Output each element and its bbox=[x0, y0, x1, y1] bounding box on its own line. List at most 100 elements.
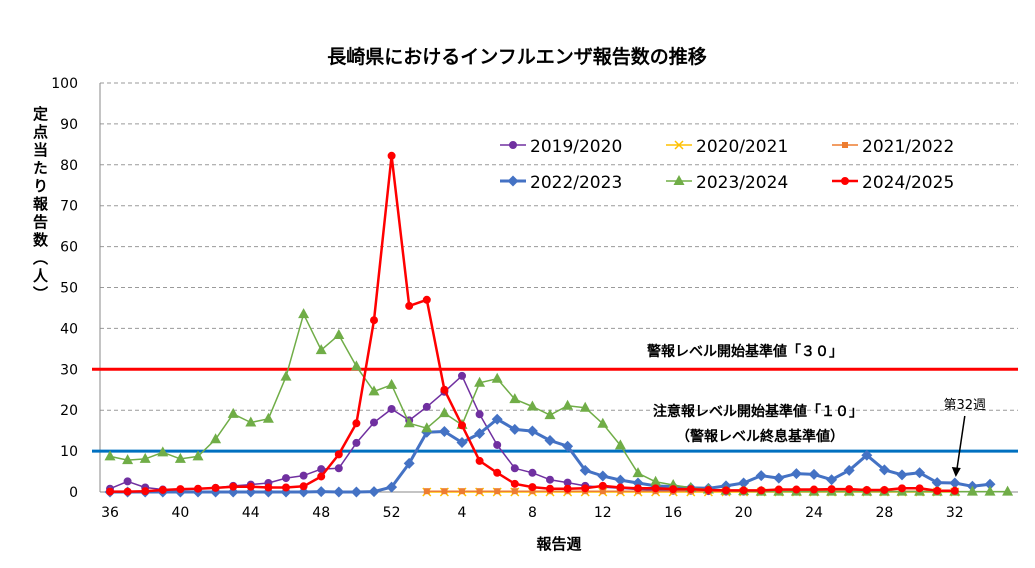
point-2023-2024-wk8 bbox=[526, 400, 538, 411]
point-2022-2023-wk47 bbox=[298, 486, 310, 498]
point-2024-2025-wk42 bbox=[211, 483, 220, 492]
point-2024-2025-wk46 bbox=[282, 483, 290, 492]
x-tick-48: 48 bbox=[312, 505, 330, 521]
point-2021-2022-wk5 bbox=[476, 488, 483, 495]
point-2019-2020-wk37 bbox=[123, 477, 132, 486]
legend: 2019/2020 2020/2021 2021/2022 2022/2023 2023… bbox=[500, 137, 954, 193]
point-2023-2024-wk3 bbox=[438, 407, 450, 418]
y-tick-40: 40 bbox=[60, 321, 78, 337]
reference-lines: 警報レベル開始基準値「３０」注意報レベル開始基準値「１０」 （警報レベル終息基準値… bbox=[92, 343, 1018, 453]
point-2022-2023-wk49 bbox=[333, 486, 345, 498]
x-tick-24: 24 bbox=[805, 505, 823, 521]
point-2024-2025-wk28 bbox=[880, 485, 889, 494]
point-2022-2023-wk24 bbox=[808, 468, 820, 480]
point-2021-2022-wk12 bbox=[599, 488, 606, 495]
point-2021-2022-wk8 bbox=[529, 488, 536, 495]
y-tick-labels: 0 10 20 30 40 50 60 70 80 90 100 bbox=[51, 76, 78, 501]
point-2024-2025-wk6 bbox=[493, 468, 502, 477]
series-2024-2025 bbox=[106, 151, 959, 496]
point-2019-2020-wk5 bbox=[475, 410, 484, 419]
point-2023-2024-wk42 bbox=[210, 433, 222, 444]
point-2024-2025-wk45 bbox=[264, 483, 273, 492]
legend-marker-2024-2025 bbox=[841, 177, 849, 185]
point-2024-2025-wk41 bbox=[194, 484, 202, 493]
point-2023-2024-wk2 bbox=[421, 422, 433, 433]
annotation-week32: 第32週 bbox=[944, 398, 986, 477]
point-2021-2022-wk7 bbox=[511, 488, 518, 495]
point-2023-2024-wk34 bbox=[984, 485, 996, 496]
point-2019-2020-wk7 bbox=[510, 464, 519, 473]
point-2024-2025-wk18 bbox=[704, 485, 713, 494]
x-tick-labels: 36 40 44 48 52 4 8 12 16 20 24 28 32 bbox=[101, 505, 964, 521]
point-2023-2024-wk43 bbox=[227, 407, 239, 418]
x-tick-44: 44 bbox=[242, 505, 260, 521]
point-2024-2025-wk2 bbox=[422, 295, 431, 304]
point-2024-2025-wk40 bbox=[176, 485, 185, 494]
point-2022-2023-wk11 bbox=[579, 464, 591, 476]
point-2022-2023-wk27 bbox=[861, 449, 873, 461]
point-2024-2025-wk15 bbox=[651, 484, 660, 493]
point-2024-2025-wk13 bbox=[616, 483, 625, 492]
legend-marker-2022-2023 bbox=[507, 175, 519, 187]
point-2021-2022-wk3 bbox=[441, 488, 448, 495]
point-2023-2024-wk12 bbox=[597, 417, 609, 428]
y-tick-10: 10 bbox=[60, 444, 78, 460]
legend-label-2022-2023: 2022/2023 bbox=[530, 173, 622, 193]
point-2024-2025-wk27 bbox=[862, 485, 871, 494]
y-tick-20: 20 bbox=[60, 403, 78, 419]
y-axis-label: 定点当たり報告数（人） bbox=[31, 105, 49, 304]
point-2023-2024-wk11 bbox=[579, 401, 591, 412]
point-2022-2023-wk29 bbox=[896, 469, 908, 481]
point-2019-2020-wk46 bbox=[282, 474, 290, 483]
point-2024-2025-wk36 bbox=[106, 487, 114, 496]
point-2024-2025-wk26 bbox=[845, 485, 854, 494]
caution-threshold-label: 注意報レベル開始基準値「１０」 bbox=[653, 403, 863, 420]
legend-entry-2022-2023: 2022/2023 bbox=[500, 173, 622, 193]
point-2022-2023-wk21 bbox=[755, 470, 767, 482]
point-2023-2024-wk38 bbox=[139, 452, 151, 463]
point-2019-2020-wk52 bbox=[387, 404, 396, 413]
point-2022-2023-wk8 bbox=[526, 425, 538, 437]
point-2023-2024-wk41 bbox=[192, 450, 204, 461]
point-2024-2025-wk3 bbox=[440, 385, 449, 394]
x-tick-36: 36 bbox=[101, 505, 119, 521]
point-2022-2023-wk20 bbox=[738, 477, 750, 489]
point-2022-2023-wk52 bbox=[386, 481, 398, 493]
point-2022-2023-wk23 bbox=[790, 468, 802, 480]
point-2024-2025-wk25 bbox=[827, 485, 836, 494]
point-2023-2024-wk39 bbox=[157, 446, 169, 457]
point-2019-2020-wk8 bbox=[528, 468, 537, 477]
point-2024-2025-wk44 bbox=[246, 482, 255, 491]
point-2023-2024-wk35 bbox=[1002, 485, 1014, 496]
legend-marker-2023-2024 bbox=[673, 175, 685, 185]
point-2023-2024-wk46 bbox=[280, 370, 292, 381]
point-2024-2025-wk24 bbox=[810, 485, 818, 494]
point-2024-2025-wk50 bbox=[352, 419, 361, 428]
caution-threshold-sublabel: （警報レベル終息基準値） bbox=[676, 428, 844, 445]
point-2022-2023-wk28 bbox=[878, 464, 890, 476]
point-2024-2025-wk23 bbox=[792, 485, 801, 494]
point-2024-2025-wk37 bbox=[123, 487, 132, 496]
point-2024-2025-wk21 bbox=[757, 486, 766, 495]
series-group bbox=[104, 151, 1014, 498]
point-2021-2022-wk6 bbox=[494, 488, 501, 495]
point-2024-2025-wk29 bbox=[898, 484, 906, 493]
legend-label-2021-2022: 2021/2022 bbox=[862, 137, 954, 157]
y-tick-70: 70 bbox=[60, 199, 78, 215]
x-axis-label: 報告週 bbox=[536, 535, 581, 553]
point-2024-2025-wk39 bbox=[158, 485, 167, 494]
point-2022-2023-wk10 bbox=[562, 440, 574, 452]
series-line-2023-2024 bbox=[109, 313, 1008, 493]
legend-marker-2020-2021 bbox=[674, 140, 684, 150]
point-2024-2025-wk30 bbox=[915, 484, 924, 493]
point-2023-2024-wk15 bbox=[650, 475, 662, 486]
point-2024-2025-wk9 bbox=[546, 484, 554, 493]
point-2023-2024-wk13 bbox=[614, 439, 626, 450]
legend-label-2020-2021: 2020/2021 bbox=[696, 137, 788, 157]
legend-label-2019-2020: 2019/2020 bbox=[530, 137, 622, 157]
point-2022-2023-wk7 bbox=[509, 423, 521, 435]
point-2024-2025-wk4 bbox=[458, 421, 466, 430]
gridlines bbox=[100, 82, 1018, 452]
legend-marker-2019-2020 bbox=[509, 141, 517, 149]
legend-label-2023-2024: 2023/2024 bbox=[696, 173, 788, 193]
